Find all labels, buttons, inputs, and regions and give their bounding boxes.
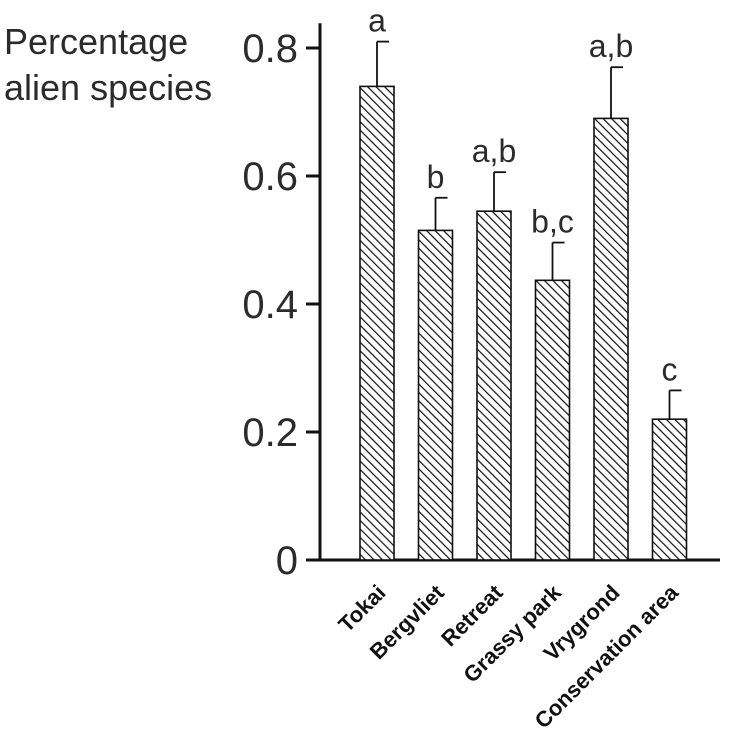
y-tick-label-1: 0.2 xyxy=(242,411,298,455)
bars-group xyxy=(359,85,688,561)
bar-5 xyxy=(651,418,688,561)
y-axis-title-line-1: Percentage xyxy=(4,21,188,62)
y-tick-label-3: 0.6 xyxy=(242,155,298,199)
y-axis: 0 0.2 0.4 0.6 0.8 xyxy=(242,23,322,583)
significance-label-4: a,b xyxy=(589,28,633,64)
significance-label-1: b xyxy=(427,159,445,195)
bar-2 xyxy=(476,210,512,561)
y-tick-label-2: 0.4 xyxy=(242,283,298,327)
y-tick-label-4: 0.8 xyxy=(242,27,298,71)
bar-4 xyxy=(593,117,629,561)
bar-1 xyxy=(417,229,454,561)
y-axis-title-line-2: alien species xyxy=(4,67,212,108)
y-tick-label-0: 0 xyxy=(276,539,298,583)
bar-3 xyxy=(534,279,571,561)
significance-label-0: a xyxy=(368,3,386,39)
significance-label-3: b,c xyxy=(531,204,574,240)
significance-label-5: c xyxy=(662,351,678,387)
bar-0 xyxy=(359,85,395,561)
y-axis-title: Percentage alien species xyxy=(4,21,212,108)
significance-labels-group: a b a,b b,c a,b c xyxy=(368,3,677,388)
significance-label-2: a,b xyxy=(472,133,516,169)
error-bars-group xyxy=(376,40,682,420)
